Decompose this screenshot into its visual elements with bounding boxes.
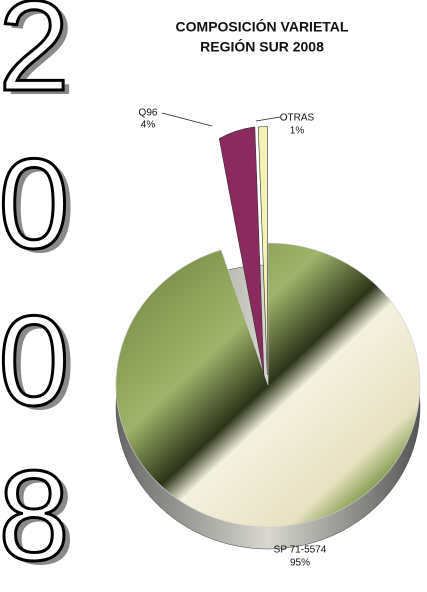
pie-slice (115, 242, 421, 528)
year-digit: 0 (0, 133, 70, 276)
chart-title: COMPOSICIÓN VARIETAL (176, 18, 349, 35)
year-digit: 0 (0, 290, 70, 433)
chart-title: REGIÓN SUR 2008 (200, 38, 324, 55)
category-label: OTRAS (280, 113, 315, 124)
digit-shadow: 2 (4, 0, 75, 122)
value-label: 4% (141, 120, 156, 131)
value-label: 95% (290, 558, 310, 569)
value-label: 1% (290, 126, 305, 137)
pie-slice (257, 126, 268, 376)
category-label: Q96 (139, 108, 158, 119)
leader-line (161, 112, 213, 127)
year-digit: 2 (0, 0, 70, 118)
pie-slice (218, 126, 265, 376)
digit-shadow: 0 (4, 137, 75, 280)
digit-shadow: 8 (4, 449, 75, 592)
digit-shadow: 0 (4, 294, 75, 437)
year-digit: 8 (0, 445, 70, 588)
category-label: SP 71-5574 (274, 545, 327, 556)
leader-line (255, 116, 281, 122)
